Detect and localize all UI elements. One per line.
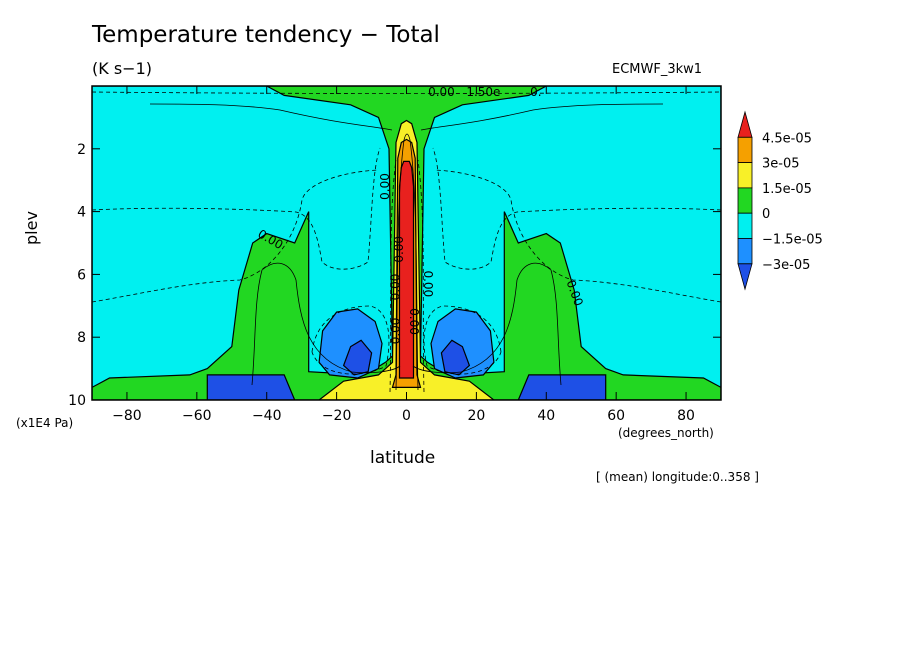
colorbar-level-label: 0 — [762, 207, 770, 222]
contour-line-negative — [434, 169, 721, 303]
contour-line-negative — [92, 91, 721, 94]
contour-line — [395, 133, 419, 391]
y-axis-label: plev — [22, 211, 41, 245]
colorbar-band — [737, 238, 753, 265]
contour-fill-4 — [398, 160, 415, 379]
contour-lines — [92, 91, 721, 393]
colorbar — [737, 110, 753, 291]
contour-fill-7 — [342, 339, 373, 376]
model-name: ECMWF_3kw1 — [612, 62, 703, 77]
contour-line-negative — [389, 159, 397, 393]
x-tick-label: 20 — [467, 408, 485, 424]
x-tick-label: −20 — [322, 408, 352, 424]
contour-line-negative — [92, 147, 381, 270]
contour-fill-9 — [206, 374, 296, 400]
y-tick-label: 8 — [77, 330, 86, 346]
contour-line-negative — [417, 159, 425, 393]
chart-units: (K s−1) — [92, 59, 152, 78]
colorbar-band — [737, 212, 753, 239]
x-tick-label: −60 — [182, 408, 212, 424]
contour-label: 0.00 — [378, 173, 392, 200]
x-tick-label: 60 — [607, 408, 625, 424]
contour-line — [251, 262, 401, 386]
filled-contours — [92, 86, 721, 400]
y-tick-label: 2 — [77, 142, 86, 158]
contour-line-negative — [92, 169, 379, 303]
colorbar-level-label: 1.5e-05 — [762, 182, 812, 197]
x-axis-label: latitude — [370, 448, 436, 468]
contour-line — [420, 103, 664, 131]
contour-label: 0.00 — [407, 308, 421, 335]
x-tick-label: 0 — [402, 408, 411, 424]
x-tick-label: 40 — [537, 408, 555, 424]
colorbar-band — [737, 136, 753, 164]
mean-note: [ (mean) longitude:0..358 ] — [596, 470, 759, 484]
contour-label: 1.50e — [466, 85, 500, 99]
colorbar-top-triangle — [737, 110, 753, 138]
contour-fill-8 — [440, 339, 471, 376]
colorbar-level-label: 4.5e-05 — [762, 131, 812, 146]
contour-label: 0.00 — [421, 270, 435, 297]
contour-label: 0.00 — [389, 274, 403, 301]
contour-fill-10 — [517, 374, 607, 400]
x-tick-label: −40 — [252, 408, 282, 424]
contour-line-negative — [311, 305, 390, 375]
contour-label: 0.00 — [389, 318, 403, 345]
contour-line — [412, 262, 562, 386]
colorbar-level-label: 3e-05 — [762, 157, 800, 172]
contour-line-negative — [432, 147, 721, 270]
x-tick-label: −80 — [112, 408, 142, 424]
colorbar-level-label: −1.5e-05 — [762, 233, 823, 248]
contour-label: 0. — [530, 85, 541, 99]
y-tick-label: 4 — [77, 205, 86, 221]
colorbar-band — [737, 162, 753, 189]
x-axis-units: (degrees_north) — [618, 426, 714, 440]
axis-tick-labels: −80 −60 −40 −20 0 20 40 60 80 2 4 6 8 10 — [68, 142, 695, 424]
chart-title: Temperature tendency − Total — [92, 22, 440, 48]
contour-labels: 0.000.000.000.00 0.000.00 0.000.000.00 1.50… — [255, 85, 585, 344]
colorbar-bottom-triangle — [737, 263, 753, 291]
colorbar-labels: 4.5e-05 3e-05 1.5e-05 0 −1.5e-05 −3e-05 — [762, 131, 823, 272]
contour-line — [149, 103, 393, 131]
contour-label: 0.00 — [428, 85, 455, 99]
contour-label: 0.00 — [392, 236, 406, 263]
contour-line-negative — [423, 305, 502, 375]
y-tick-label: 6 — [77, 267, 86, 283]
y-tick-label: 10 — [68, 393, 86, 409]
x-tick-label: 80 — [677, 408, 695, 424]
axis-ticks — [92, 86, 721, 401]
colorbar-band — [737, 187, 753, 214]
colorbar-level-label: −3e-05 — [762, 258, 810, 273]
y-axis-units: (x1E4 Pa) — [16, 416, 74, 430]
